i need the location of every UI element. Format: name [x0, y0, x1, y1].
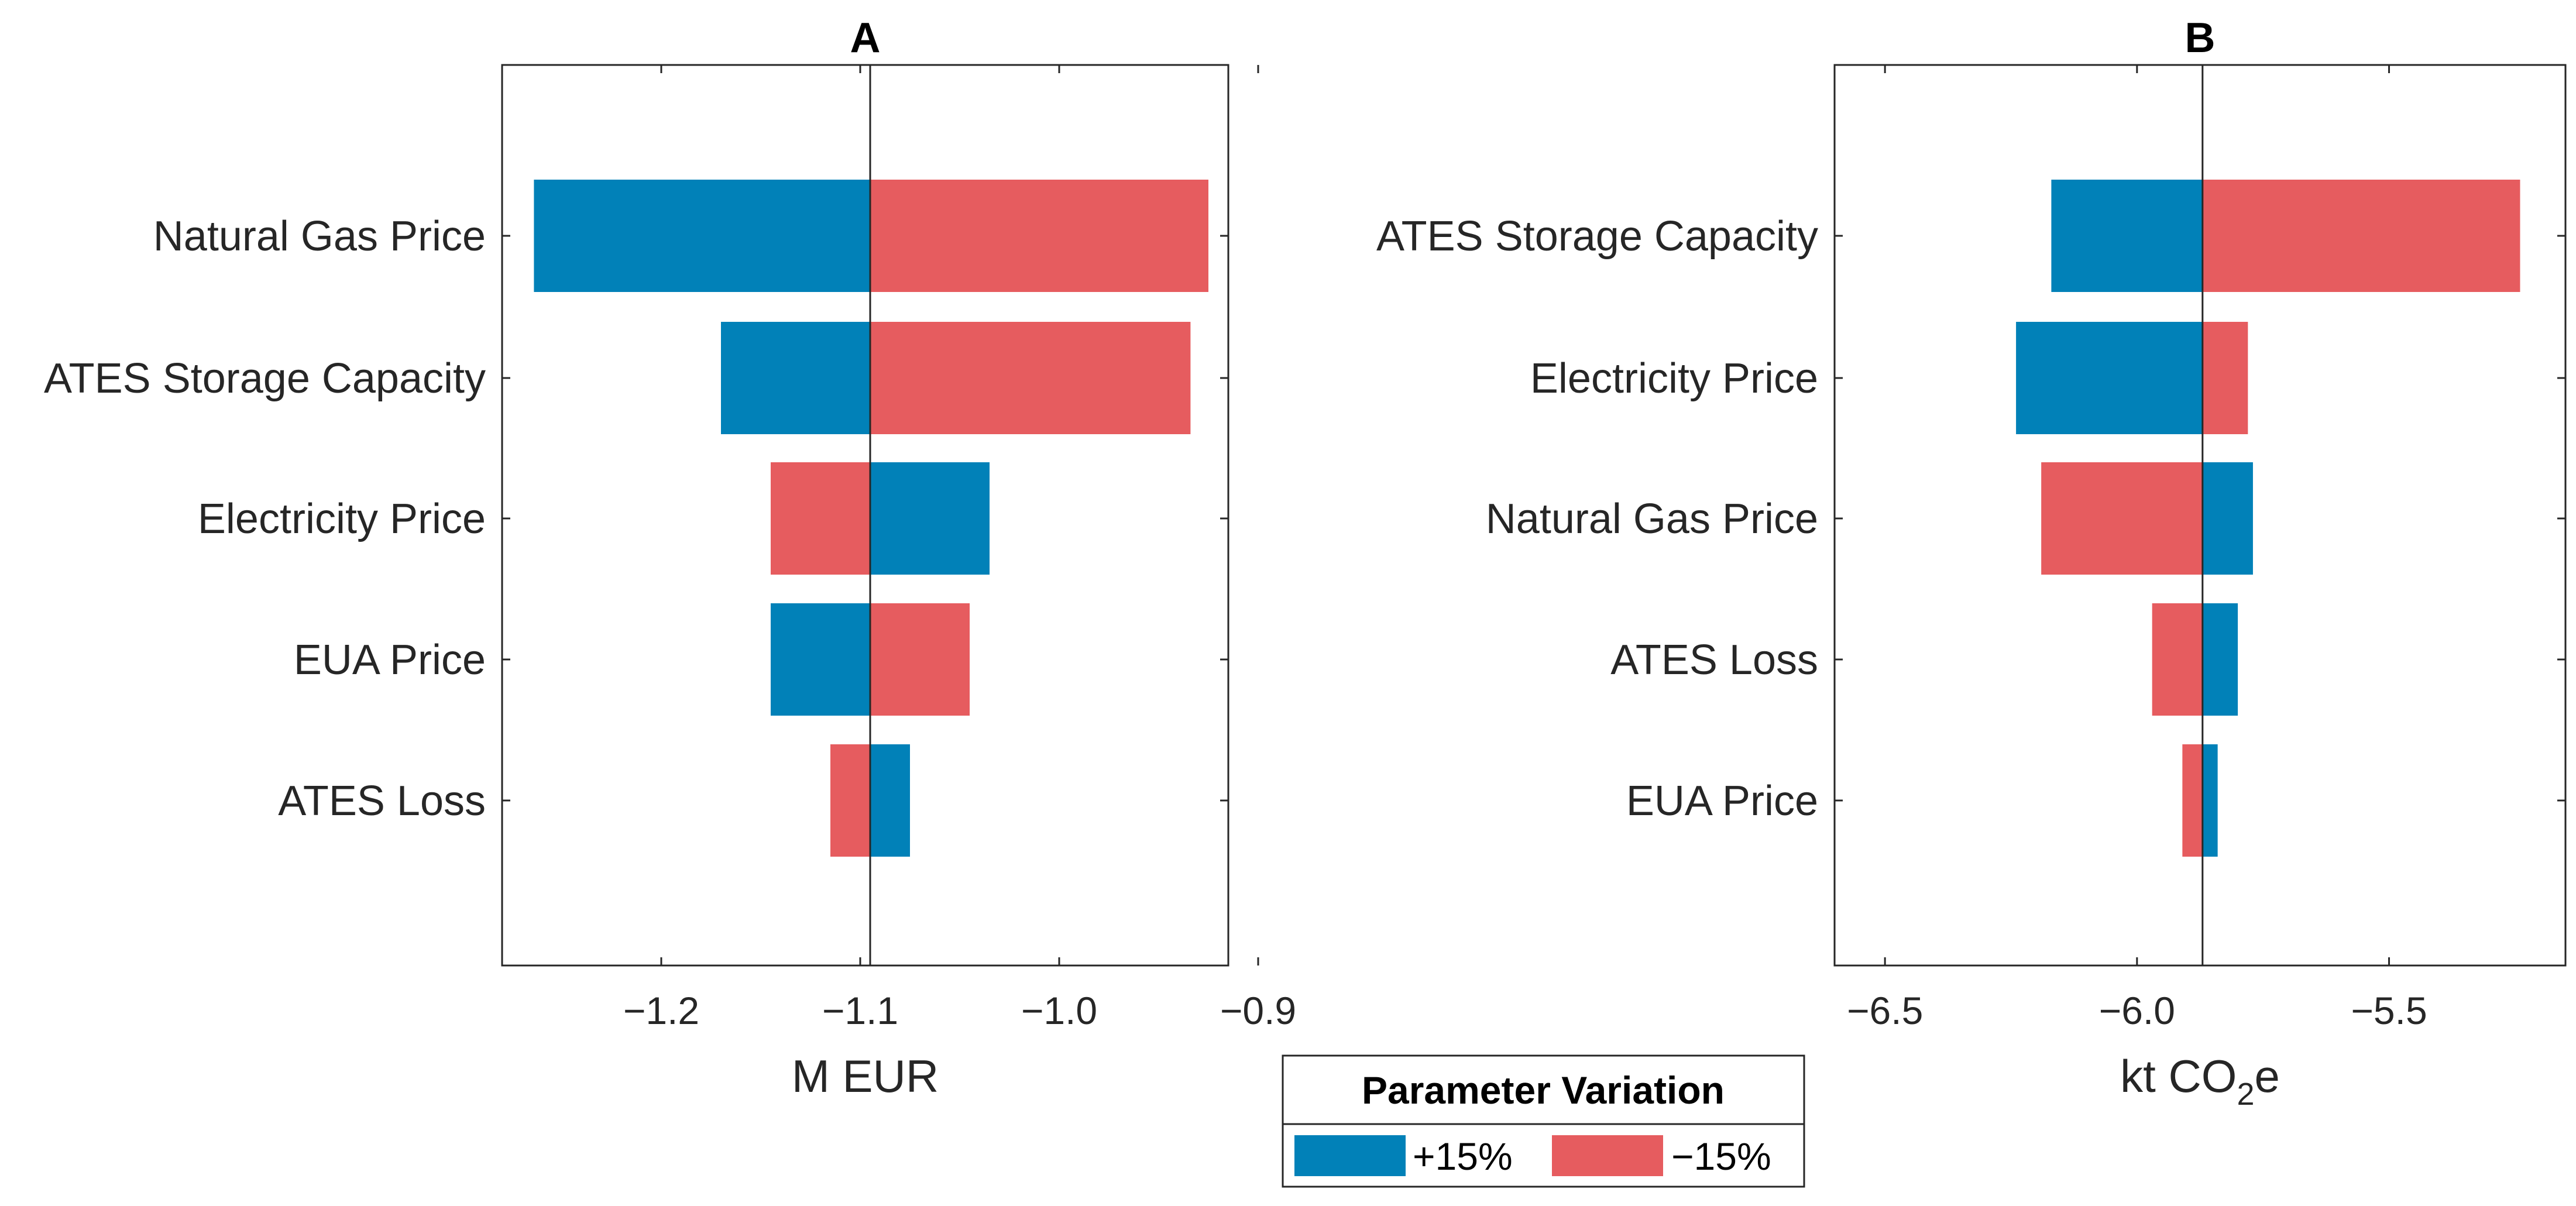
plot-frame-b [1833, 64, 2567, 967]
bar-a-minus-0 [870, 180, 1208, 292]
panel-title-b: B [2185, 15, 2216, 61]
bar-a-minus-3 [870, 603, 970, 716]
bar-b-plus-4 [2202, 744, 2218, 857]
category-label-b-3: ATES Loss [1610, 637, 1818, 683]
x-axis-label-b: kt CO2e [2120, 1050, 2280, 1112]
xtick-label-b-1: −6.0 [2099, 989, 2175, 1032]
x-axis-label-a: M EUR [792, 1050, 939, 1102]
bar-b-minus-2 [2041, 462, 2203, 575]
bar-b-minus-4 [2182, 744, 2203, 857]
xtick-label-b-0: −6.5 [1847, 989, 1923, 1032]
category-label-b-1: Electricity Price [1530, 355, 1818, 402]
xtick-label-a-0: −1.2 [623, 989, 699, 1032]
xtick-label-a-1: −1.1 [822, 989, 898, 1032]
panel-b-tornado-chart: −6.5 −6.0 −5.5 ATES Storage Capacity Electri… [1376, 15, 2567, 1112]
category-label-b-2: Natural Gas Price [1486, 496, 1818, 542]
panel-a-tornado-chart: −1.2 −1.1 −1.0 −0.9 Natural Gas Price ATES St… [44, 15, 1296, 1102]
bar-a-plus-2 [870, 462, 990, 575]
category-label-b-4: EUA Price [1626, 778, 1818, 824]
legend-title: Parameter Variation [1362, 1068, 1725, 1112]
category-label-a-0: Natural Gas Price [153, 213, 486, 260]
bar-a-minus-4 [830, 744, 870, 857]
x-axis-label-text-b: kt CO [2120, 1050, 2237, 1102]
legend: Parameter Variation +15% −15% [1282, 1054, 1805, 1188]
bar-a-minus-2 [771, 462, 870, 575]
plot-frame-a [501, 64, 1229, 967]
bar-b-plus-0 [2051, 180, 2203, 292]
xtick-label-b-2: −5.5 [2351, 989, 2427, 1032]
bar-b-plus-1 [2016, 322, 2203, 434]
category-label-a-4: ATES Loss [278, 778, 486, 824]
bar-a-plus-3 [771, 603, 870, 716]
category-label-a-1: ATES Storage Capacity [44, 355, 486, 402]
bar-a-minus-1 [870, 322, 1191, 434]
bar-a-plus-0 [534, 180, 870, 292]
bar-b-plus-3 [2202, 603, 2238, 716]
legend-label-plus: +15% [1413, 1135, 1513, 1178]
x-axis-label-tail-b: e [2255, 1050, 2280, 1102]
bar-b-minus-3 [2152, 603, 2203, 716]
category-label-a-3: EUA Price [294, 637, 486, 683]
x-axis-label-text-a: M EUR [792, 1050, 939, 1102]
legend-swatch-minus [1552, 1135, 1663, 1176]
bar-b-minus-0 [2202, 180, 2520, 292]
bar-a-plus-1 [721, 322, 870, 434]
bar-b-plus-2 [2202, 462, 2253, 575]
legend-label-minus: −15% [1671, 1135, 1771, 1178]
legend-swatch-plus [1294, 1135, 1406, 1176]
xtick-label-a-2: −1.0 [1021, 989, 1097, 1032]
category-label-b-0: ATES Storage Capacity [1376, 213, 1818, 260]
bar-b-minus-1 [2202, 322, 2248, 434]
xtick-label-a-3: −0.9 [1220, 989, 1296, 1032]
panel-title-a: A [850, 15, 881, 61]
x-axis-label-subscript-b: 2 [2237, 1077, 2254, 1112]
category-label-a-2: Electricity Price [198, 496, 486, 542]
bar-a-plus-4 [870, 744, 910, 857]
